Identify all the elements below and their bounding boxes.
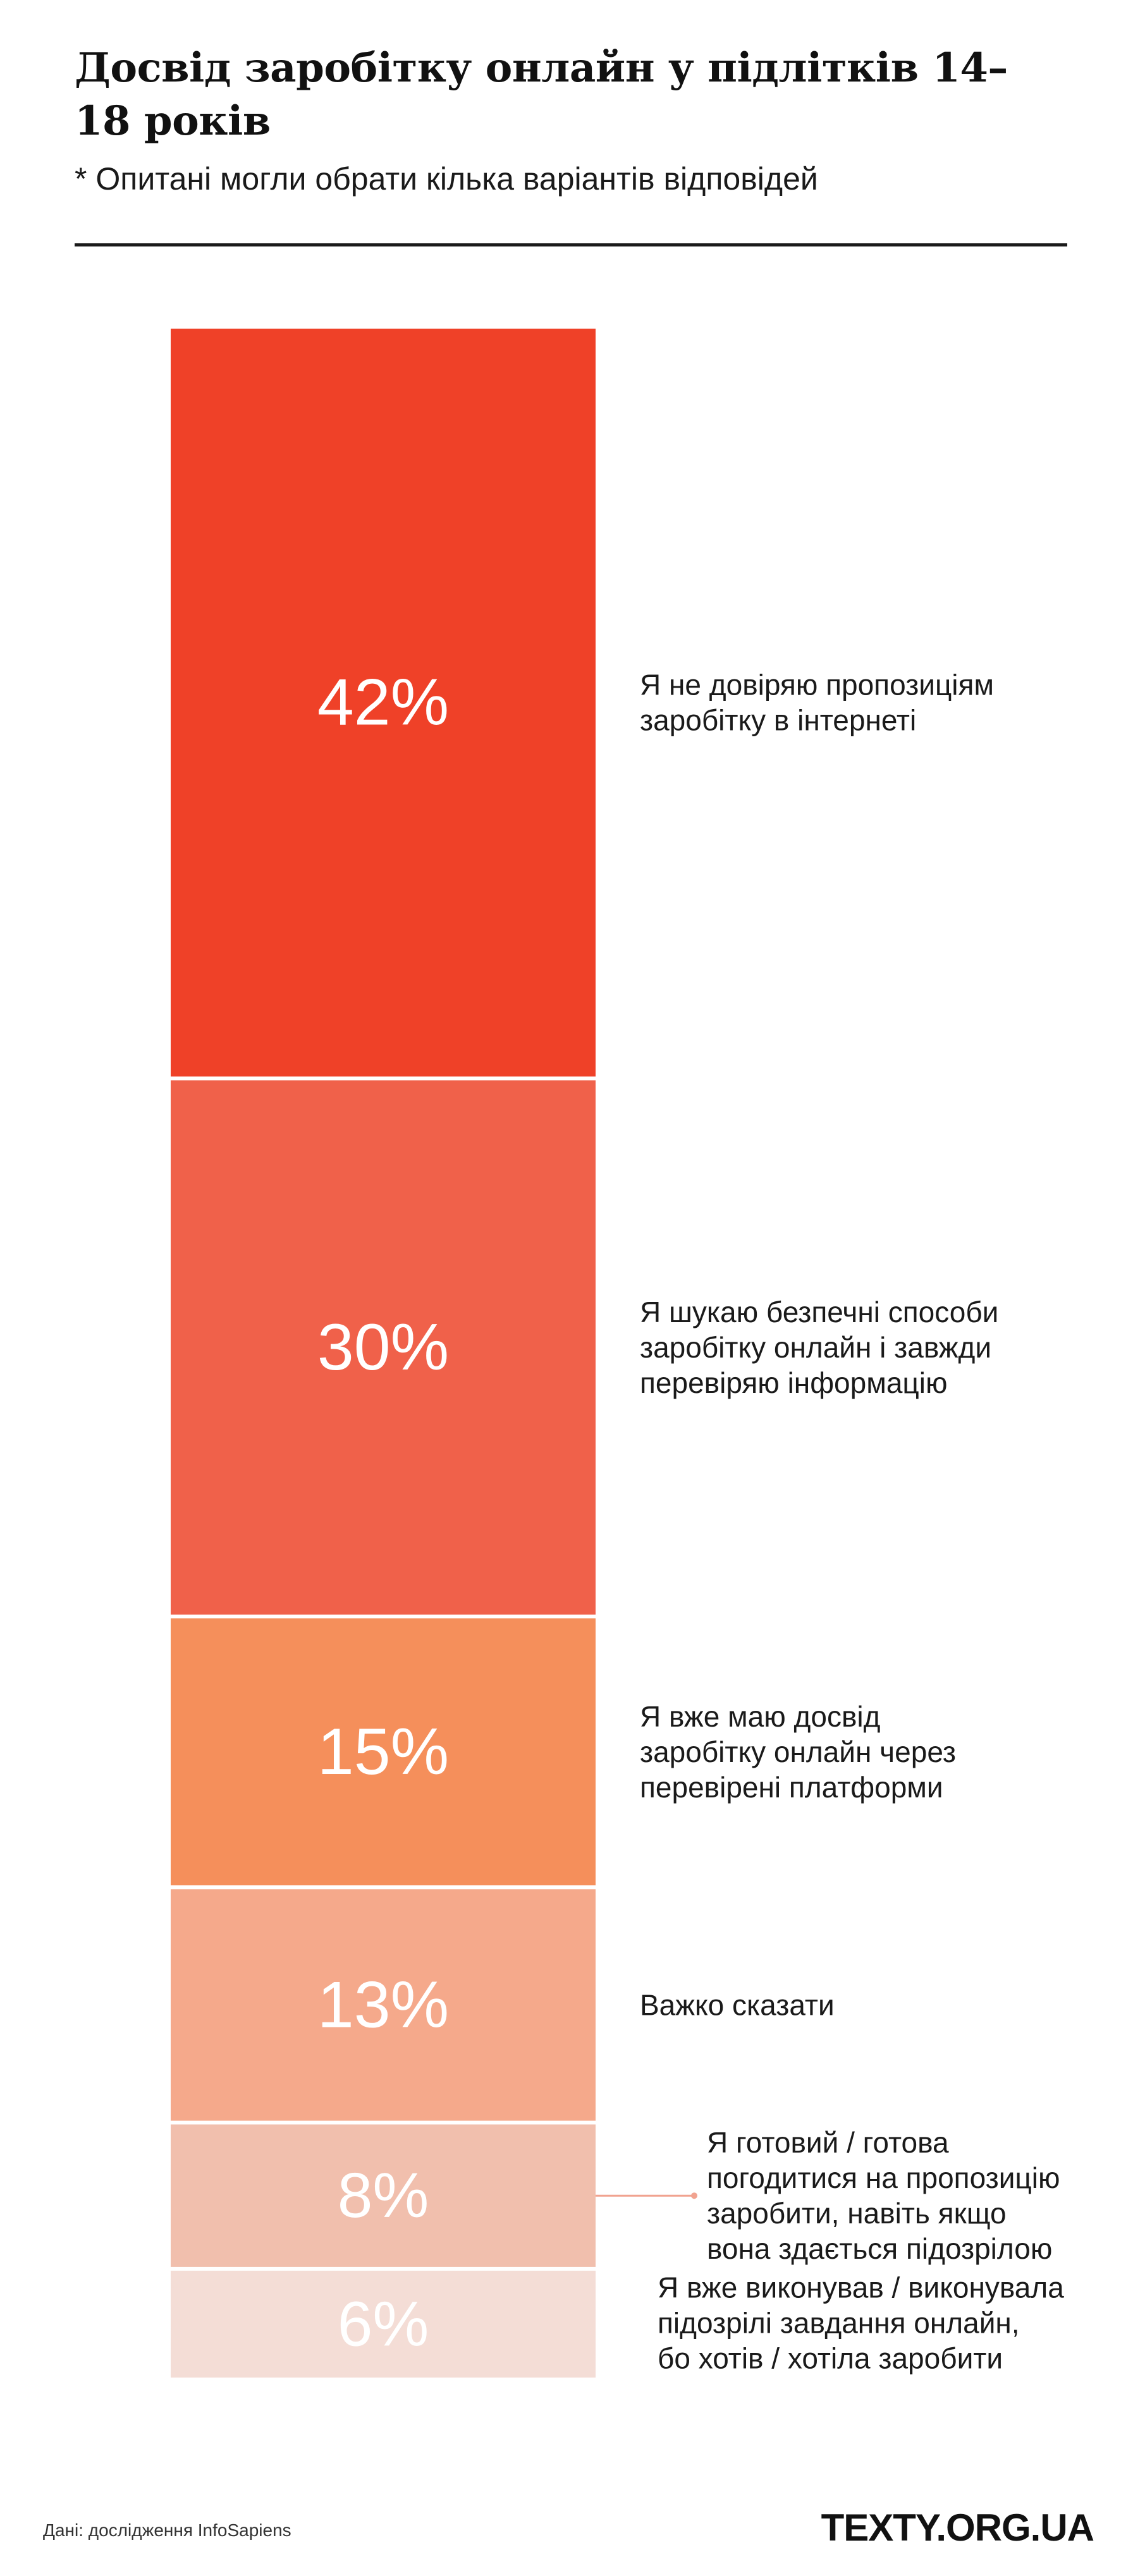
data-source: Дані: дослідження InfoSapiens: [43, 2520, 291, 2540]
bar-segment-3: [171, 1618, 596, 1886]
category-label-3: Я вже маю досвід заробітку онлайн через пе…: [640, 1700, 956, 1804]
connector-dot: [691, 2192, 697, 2199]
category-label-1: Я не довіряю пропозиціям заробітку в інте…: [640, 669, 994, 737]
value-label-2: 30%: [317, 1311, 449, 1384]
category-label-5: Я готовий / готова погодитися на пропозиц…: [707, 2126, 1060, 2265]
bar-segment-1: [171, 329, 596, 1077]
value-label-5: 8%: [338, 2160, 429, 2231]
bar-segment-6: [171, 2270, 596, 2378]
category-label-6: Я вже виконував / виконувала підозрілі за…: [658, 2271, 1064, 2375]
value-label-6: 6%: [338, 2289, 429, 2360]
value-label-1: 42%: [317, 666, 449, 739]
category-label-2: Я шукаю безпечні способи заробітку онлайн…: [640, 1296, 998, 1399]
bar-segment-4: [171, 1889, 596, 2121]
title-divider: [75, 243, 1067, 246]
category-label-4: Важко сказати: [640, 1988, 835, 2021]
bar-segment-5: [171, 2124, 596, 2267]
value-label-4: 13%: [317, 1968, 449, 2041]
bar-segment-2: [171, 1080, 596, 1615]
chart-title: Досвід заробітку онлайн у підлітків 14–1…: [75, 44, 1008, 145]
value-label-3: 15%: [317, 1715, 449, 1789]
chart-subtitle: * Опитані могли обрати кілька варіантів …: [75, 161, 818, 197]
brand-logo: TEXTY.ORG.UA: [821, 2506, 1094, 2549]
